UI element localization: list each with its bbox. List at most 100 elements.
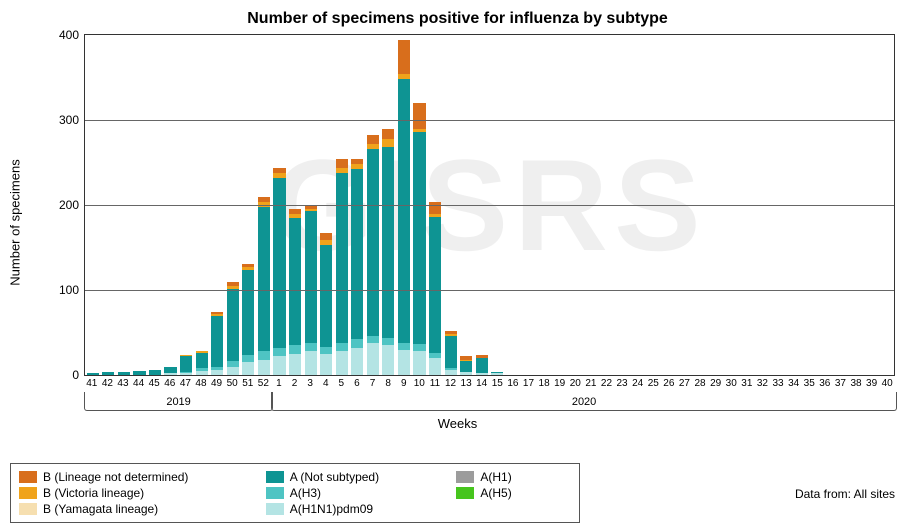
legend-swatch (266, 471, 284, 483)
bar-segment-b_victoria (398, 74, 410, 79)
legend-item-a_h1: A(H1) (456, 470, 571, 484)
bar-segment-b_victoria (196, 351, 208, 353)
bar-segment-a_h3 (180, 372, 192, 374)
bar-segment-a_h1n1pdm09 (382, 345, 394, 375)
bar-segment-a_h3 (305, 343, 317, 352)
bar-segment-a_h1n1pdm09 (305, 351, 317, 375)
bar-segment-b_victoria (320, 240, 332, 245)
x-tick: 49 (211, 378, 222, 389)
x-tick: 15 (492, 378, 503, 389)
legend-item-b_victoria: B (Victoria lineage) (19, 486, 248, 500)
bar-segment-a_h3 (367, 336, 379, 343)
x-tick: 23 (617, 378, 628, 389)
x-tick: 31 (741, 378, 752, 389)
x-tick: 51 (242, 378, 253, 389)
bar-segment-b_victoria (445, 334, 457, 336)
bar-segment-a_h3 (227, 361, 239, 366)
year-label: 2019 (162, 396, 194, 408)
legend-label: B (Yamagata lineage) (43, 502, 158, 516)
bar-segment-b_victoria (351, 164, 363, 169)
bar-segment-b_not_det (351, 159, 363, 164)
bar-segment-b_not_det (273, 168, 285, 173)
x-tick: 1 (276, 378, 282, 389)
bar-segment-a_not_subtyped (398, 79, 410, 343)
bar-segment-b_not_det (476, 355, 488, 358)
bar-segment-b_not_det (382, 129, 394, 139)
bar-segment-a_h3 (398, 343, 410, 350)
legend-label: A(H5) (480, 486, 511, 500)
x-tick: 38 (850, 378, 861, 389)
x-tick: 26 (663, 378, 674, 389)
bar-segment-b_not_det (398, 40, 410, 74)
bar-segment-b_victoria (429, 214, 441, 217)
bar-segment-a_not_subtyped (242, 270, 254, 355)
bar-segment-a_h3 (258, 351, 270, 360)
bar-segment-a_h1n1pdm09 (351, 348, 363, 375)
bar-segment-a_not_subtyped (149, 370, 161, 375)
y-tick: 200 (59, 198, 85, 212)
bar-segment-b_not_det (242, 264, 254, 267)
year-label: 2020 (568, 396, 600, 408)
x-tick: 6 (354, 378, 360, 389)
bar-segment-a_h1n1pdm09 (460, 372, 472, 375)
bar-segment-a_not_subtyped (320, 245, 332, 347)
bar-segment-a_h1n1pdm09 (164, 373, 176, 375)
x-tick: 25 (648, 378, 659, 389)
x-tick: 7 (370, 378, 376, 389)
gridline (85, 205, 894, 206)
x-tick: 32 (757, 378, 768, 389)
y-tick: 300 (59, 113, 85, 127)
x-tick: 12 (445, 378, 456, 389)
bar-segment-a_not_subtyped (196, 353, 208, 368)
x-tick: 36 (819, 378, 830, 389)
bar-segment-b_victoria (367, 144, 379, 149)
legend-label: A(H1N1)pdm09 (290, 502, 373, 516)
x-tick: 37 (835, 378, 846, 389)
legend-swatch (266, 487, 284, 499)
x-tick: 9 (401, 378, 407, 389)
bar-segment-a_h3 (413, 344, 425, 351)
bar-segment-a_h1n1pdm09 (429, 358, 441, 375)
x-tick: 45 (149, 378, 160, 389)
gridline (85, 120, 894, 121)
legend-label: A(H1) (480, 470, 511, 484)
x-tick: 22 (601, 378, 612, 389)
bar-segment-a_not_subtyped (164, 367, 176, 374)
bar-segment-b_not_det (460, 356, 472, 359)
x-tick: 44 (133, 378, 144, 389)
bar-segment-a_not_subtyped (491, 372, 503, 374)
chart-container: Number of specimens positive for influen… (0, 0, 915, 529)
bar-segment-a_not_subtyped (273, 178, 285, 348)
bar-segment-a_h3 (445, 368, 457, 370)
legend-swatch (19, 471, 37, 483)
bar-segment-b_not_det (413, 103, 425, 129)
legend-item-b_yamagata: B (Yamagata lineage) (19, 502, 248, 516)
bar-segment-a_h1n1pdm09 (180, 373, 192, 375)
bar-segment-b_victoria (289, 214, 301, 217)
bar-segment-b_victoria (413, 129, 425, 132)
bar-segment-a_h1n1pdm09 (273, 356, 285, 375)
bar-segment-a_h1n1pdm09 (320, 354, 332, 375)
x-tick: 46 (164, 378, 175, 389)
x-tick: 28 (694, 378, 705, 389)
bar-segment-b_not_det (445, 331, 457, 334)
bar-segment-b_not_det (227, 282, 239, 285)
bar-segment-a_h3 (351, 339, 363, 348)
bar-segment-b_not_det (429, 202, 441, 214)
year-bracket-2020: 2020 (271, 392, 897, 411)
bar-segment-a_h1n1pdm09 (289, 354, 301, 375)
x-tick: 3 (307, 378, 313, 389)
bar-segment-b_victoria (336, 168, 348, 173)
legend-item-a_not_subtyped: A (Not subtyped) (266, 470, 439, 484)
x-tick: 20 (570, 378, 581, 389)
x-tick: 34 (788, 378, 799, 389)
bar-segment-a_h3 (242, 355, 254, 362)
x-tick: 27 (679, 378, 690, 389)
legend-label: A(H3) (290, 486, 321, 500)
bar-segment-a_not_subtyped (211, 316, 223, 367)
bar-segment-b_victoria (211, 314, 223, 316)
x-tick: 47 (180, 378, 191, 389)
legend-item-a_h5: A(H5) (456, 486, 571, 500)
bar-segment-a_not_subtyped (445, 336, 457, 368)
x-tick: 2 (292, 378, 298, 389)
